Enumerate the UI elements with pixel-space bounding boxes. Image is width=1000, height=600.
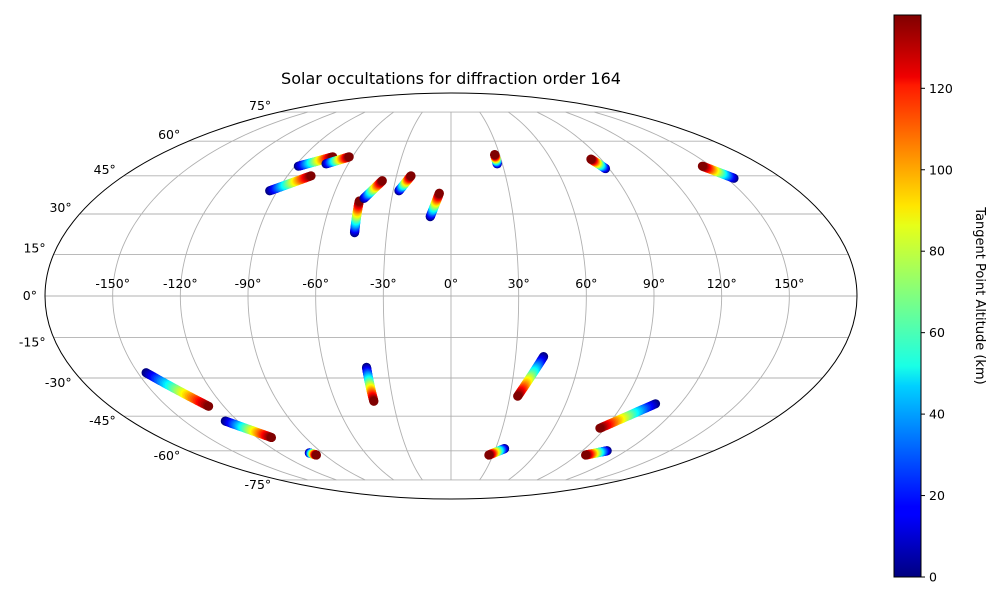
track-point <box>266 432 277 443</box>
longitude-gridline <box>112 111 308 481</box>
track-point <box>586 154 596 164</box>
occultation-track <box>581 446 612 460</box>
latitude-tick-label: -15° <box>19 335 46 350</box>
latitude-tick-label: -75° <box>245 477 272 492</box>
latitude-tick-label: 30° <box>49 200 71 215</box>
longitude-tick-label: 150° <box>774 276 804 291</box>
longitude-gridline <box>382 111 423 481</box>
latitude-tick-label: 15° <box>23 240 45 255</box>
occultation-track <box>349 196 364 238</box>
longitude-gridline <box>508 111 587 481</box>
occultation-track <box>697 161 739 183</box>
chart-title: Solar occultations for diffraction order… <box>281 69 621 88</box>
latitude-tick-label: -30° <box>45 375 72 390</box>
colorbar-tick-label: 40 <box>929 407 945 422</box>
occultation-track <box>361 362 379 406</box>
track-point <box>513 391 523 401</box>
latitude-tick-label: 60° <box>158 127 180 142</box>
occultation-track <box>321 152 354 169</box>
track-point <box>306 171 316 181</box>
occultation-track <box>141 368 214 411</box>
longitude-tick-label: 30° <box>508 276 530 291</box>
colorbar-gradient <box>893 14 922 578</box>
track-point <box>595 423 605 433</box>
track-point <box>406 171 416 181</box>
longitude-gridline <box>315 111 394 481</box>
track-point <box>581 450 591 460</box>
track-point <box>344 152 354 162</box>
occultation-track <box>304 448 321 460</box>
track-point <box>697 161 708 171</box>
colorbar-label: Tangent Point Altitude (km) <box>972 206 987 384</box>
occultation-track <box>293 152 338 171</box>
track-point <box>490 149 500 160</box>
track-point <box>484 450 494 460</box>
map-gridlines <box>45 111 857 481</box>
occultation-track <box>586 154 611 174</box>
colorbar-tick-label: 20 <box>929 488 945 503</box>
colorbar-tick-label: 80 <box>929 244 945 259</box>
longitude-gridline <box>479 111 520 481</box>
track-point <box>311 450 321 460</box>
longitude-tick-label: 90° <box>643 276 665 291</box>
longitude-tick-label: -120° <box>163 276 198 291</box>
occultation-tracks <box>141 149 739 460</box>
longitude-tick-label: 0° <box>444 276 458 291</box>
longitude-tick-label: 60° <box>575 276 597 291</box>
longitude-tick-label: -90° <box>235 276 262 291</box>
colorbar-tick-label: 0 <box>929 570 937 585</box>
occultation-track <box>484 444 510 460</box>
latitude-tick-labels: -75° -60° -45° -30° -15° 0° 15° 30° 45° 60° 75° <box>19 98 271 492</box>
longitude-tick-label: -150° <box>95 276 130 291</box>
colorbar-tick-label: 100 <box>929 162 953 177</box>
latitude-tick-label: -45° <box>89 413 116 428</box>
occultation-track <box>425 188 444 222</box>
occultation-track <box>595 399 661 433</box>
occultation-track <box>490 149 502 169</box>
track-point <box>377 176 387 186</box>
colorbar-tick-label: 120 <box>929 81 953 96</box>
occultation-track <box>513 352 549 401</box>
occultation-track <box>359 176 387 203</box>
latitude-tick-label: 45° <box>94 162 116 177</box>
track-point <box>369 396 379 406</box>
latitude-tick-label: -60° <box>154 448 181 463</box>
occultation-track <box>394 171 416 196</box>
longitude-tick-labels: -150° -120° -90° -60° -30° 0° 30° 60° 90° 120° 150… <box>95 276 804 291</box>
longitude-tick-label: -30° <box>370 276 397 291</box>
longitude-gridline <box>565 111 723 481</box>
latitude-tick-label: 0° <box>23 288 37 303</box>
track-point <box>434 188 444 198</box>
map-boundary <box>44 92 858 500</box>
longitude-tick-label: -60° <box>302 276 329 291</box>
colorbar-tick-label: 60 <box>929 325 945 340</box>
occultation-track <box>265 171 316 196</box>
track-point <box>204 401 214 411</box>
colorbar: 0 20 40 60 80 100 120 Tangent Point Altitude (… <box>893 14 987 585</box>
longitude-tick-label: 120° <box>707 276 737 291</box>
occultation-track <box>220 416 277 443</box>
colorbar-ticks: 0 20 40 60 80 100 120 <box>921 81 953 585</box>
latitude-tick-label: 75° <box>249 98 271 113</box>
